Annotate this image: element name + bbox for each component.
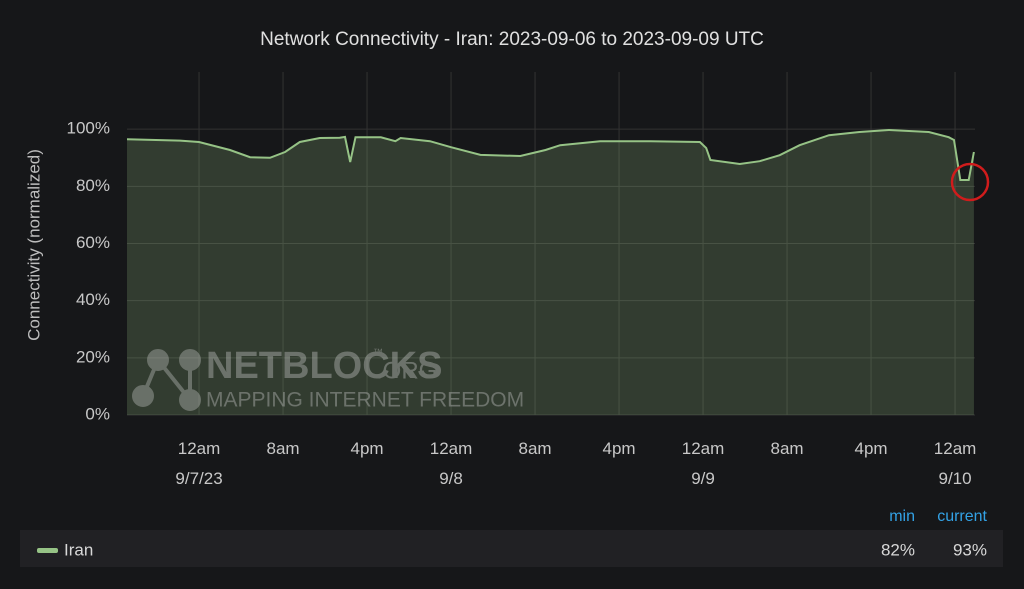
legend-stat-header: current bbox=[937, 508, 987, 525]
watermark-tagline: MAPPING INTERNET FREEDOM bbox=[206, 389, 524, 412]
watermark-suffix: .ORG bbox=[376, 357, 437, 384]
grid: 0% 20% 40% 60% 80% 100% bbox=[67, 72, 975, 423]
x-tick-label: 12am 9/9 bbox=[681, 439, 725, 488]
legend-stat-value: 82% bbox=[881, 540, 915, 559]
legend-stat-value: 93% bbox=[953, 540, 987, 559]
x-tick-label: 12am 9/8 bbox=[429, 439, 473, 488]
x-tick-label: 4pm bbox=[350, 439, 384, 458]
legend-swatch bbox=[37, 548, 58, 553]
y-tick-label: 20% bbox=[76, 347, 110, 366]
y-tick-label: 0% bbox=[85, 404, 110, 423]
x-tick-label: 4pm bbox=[854, 439, 888, 458]
x-tick-label: 4pm bbox=[602, 439, 636, 458]
line bbox=[126, 128, 975, 181]
x-tick-label: 12am 9/10 bbox=[933, 439, 977, 488]
watermark: NETBLOCKS ™ .ORG MAPPING INTERNET FREEDO… bbox=[132, 345, 524, 412]
watermark-icon bbox=[132, 349, 201, 411]
legend-label: Iran bbox=[64, 540, 93, 559]
plot bbox=[126, 128, 975, 415]
x-tick-label: 12am 9/7/23 bbox=[175, 439, 223, 488]
legend-stat-header: min bbox=[889, 508, 915, 525]
chart-title: Network Connectivity - Iran: 2023-09-06 … bbox=[260, 29, 764, 50]
y-tick-label: 60% bbox=[76, 233, 110, 252]
x-tick-label: 8am bbox=[266, 439, 300, 458]
y-tick-label: 80% bbox=[76, 176, 110, 195]
area bbox=[127, 130, 974, 415]
highlight-circle bbox=[950, 162, 990, 202]
watermark-brand: NETBLOCKS bbox=[206, 345, 442, 387]
y-tick-label: 100% bbox=[67, 119, 110, 138]
x-tick-label: 8am bbox=[770, 439, 804, 458]
x-tick-label: 8am bbox=[518, 439, 552, 458]
y-axis-label: Connectivity (normalized) bbox=[24, 149, 43, 341]
legend-bar bbox=[20, 530, 1003, 567]
y-tick-label: 40% bbox=[76, 290, 110, 309]
watermark-tm: ™ bbox=[373, 348, 383, 359]
